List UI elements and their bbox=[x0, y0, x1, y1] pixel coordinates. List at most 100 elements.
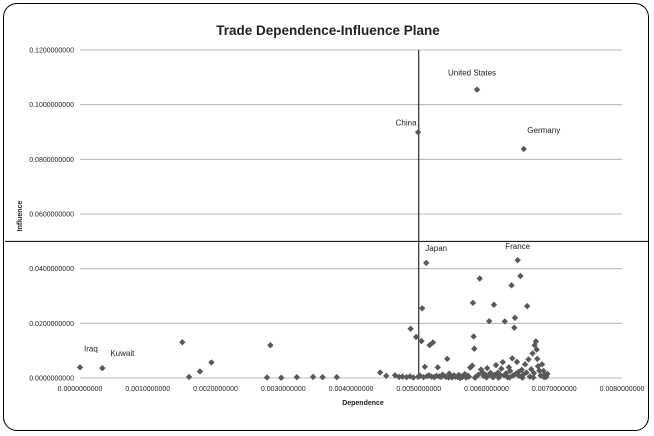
data-point bbox=[506, 374, 513, 381]
annotation-label: Japan bbox=[425, 244, 447, 253]
data-point bbox=[511, 314, 519, 322]
data-point bbox=[534, 355, 541, 363]
data-point bbox=[319, 373, 326, 381]
data-point bbox=[518, 366, 525, 373]
x-tick-label: 0.0080000000 bbox=[600, 386, 645, 393]
x-tick-label: 0.0070000000 bbox=[532, 386, 577, 393]
data-point bbox=[293, 373, 300, 381]
data-point bbox=[536, 367, 543, 374]
x-tick-label: 0.0050000000 bbox=[396, 386, 441, 393]
data-point bbox=[523, 369, 530, 376]
data-point bbox=[508, 282, 515, 289]
data-point bbox=[434, 364, 441, 371]
x-tick-label: 0.0040000000 bbox=[329, 386, 374, 393]
y-tick-label: 0.0400000000 bbox=[29, 266, 74, 273]
data-point bbox=[483, 374, 490, 381]
data-point bbox=[529, 350, 536, 357]
data-point bbox=[513, 358, 521, 366]
annotation-label: Germany bbox=[527, 126, 560, 135]
data-point bbox=[540, 373, 548, 381]
y-tick-label: 0.0800000000 bbox=[29, 157, 74, 164]
y-axis-title: Influence bbox=[17, 201, 24, 232]
data-point bbox=[185, 373, 193, 381]
data-point bbox=[333, 373, 340, 381]
x-tick-label: 0.0000000000 bbox=[58, 386, 103, 393]
data-point bbox=[278, 374, 285, 381]
data-point bbox=[509, 355, 516, 362]
x-tick-label: 0.0030000000 bbox=[261, 386, 306, 393]
data-point bbox=[490, 373, 497, 381]
data-point bbox=[523, 302, 531, 310]
data-point bbox=[423, 259, 430, 267]
data-point bbox=[309, 373, 317, 381]
data-point bbox=[538, 361, 546, 368]
y-tick-label: 0.1000000000 bbox=[29, 102, 74, 109]
data-point bbox=[483, 364, 491, 372]
data-point bbox=[267, 342, 274, 349]
data-point bbox=[499, 358, 506, 366]
tick-labels: 0.0000000000 0.0200000000 0.0400000000 0.06… bbox=[29, 48, 644, 394]
y-tick-label: 0.0000000000 bbox=[29, 376, 74, 383]
x-tick-label: 0.0020000000 bbox=[193, 386, 238, 393]
data-point bbox=[263, 374, 271, 381]
data-point bbox=[410, 374, 417, 381]
data-point bbox=[530, 369, 538, 377]
annotation-label: Kuwait bbox=[110, 349, 135, 358]
data-point bbox=[501, 318, 508, 325]
chart-frame bbox=[3, 3, 649, 431]
data-point bbox=[421, 363, 429, 370]
data-point bbox=[445, 374, 452, 381]
data-point bbox=[471, 374, 479, 381]
data-point bbox=[528, 366, 535, 373]
data-point bbox=[507, 367, 514, 375]
data-point bbox=[540, 367, 547, 375]
data-point bbox=[498, 365, 505, 372]
data-point bbox=[418, 337, 425, 345]
data-point bbox=[470, 333, 477, 340]
reference-lines bbox=[5, 50, 648, 378]
data-point bbox=[476, 275, 483, 282]
data-point bbox=[525, 356, 532, 363]
data-point bbox=[537, 372, 544, 379]
data-point bbox=[179, 338, 186, 346]
annotation-label: China bbox=[396, 118, 417, 127]
y-tick-label: 0.0200000000 bbox=[29, 321, 74, 328]
y-tick-label: 0.0600000000 bbox=[29, 212, 74, 219]
annotation-label: Iraq bbox=[84, 344, 98, 353]
data-point bbox=[414, 129, 422, 136]
annotation-label: United States bbox=[448, 69, 496, 78]
data-point bbox=[544, 370, 551, 378]
data-point bbox=[521, 361, 529, 368]
data-point bbox=[490, 301, 498, 308]
data-point bbox=[99, 364, 106, 372]
data-point bbox=[519, 374, 526, 381]
chart-title: Trade Dependence-Influence Plane bbox=[216, 23, 440, 38]
data-point bbox=[208, 359, 215, 366]
data-point bbox=[514, 256, 521, 264]
data-point bbox=[407, 325, 414, 332]
x-tick-label: 0.0060000000 bbox=[464, 386, 509, 393]
data-point bbox=[412, 333, 420, 341]
data-point bbox=[469, 299, 477, 307]
data-point bbox=[533, 346, 540, 353]
x-axis-title: Dependence bbox=[342, 400, 384, 407]
data-point bbox=[531, 342, 538, 349]
data-point bbox=[532, 338, 540, 345]
data-point bbox=[418, 305, 426, 312]
data-point bbox=[76, 364, 84, 371]
data-point bbox=[376, 369, 384, 376]
data-point bbox=[473, 86, 481, 93]
data-point bbox=[517, 272, 524, 280]
annotations: United States China Germany Japan France Iraq… bbox=[84, 69, 560, 359]
data-point bbox=[383, 372, 390, 380]
grid bbox=[80, 49, 622, 379]
data-point bbox=[530, 374, 537, 381]
annotation-label: France bbox=[505, 242, 530, 251]
data-point bbox=[456, 374, 464, 382]
x-tick-label: 0.0010000000 bbox=[125, 386, 170, 393]
data-point bbox=[399, 373, 406, 380]
data-point bbox=[444, 355, 451, 363]
data-point bbox=[512, 370, 519, 378]
data-point bbox=[486, 317, 493, 325]
